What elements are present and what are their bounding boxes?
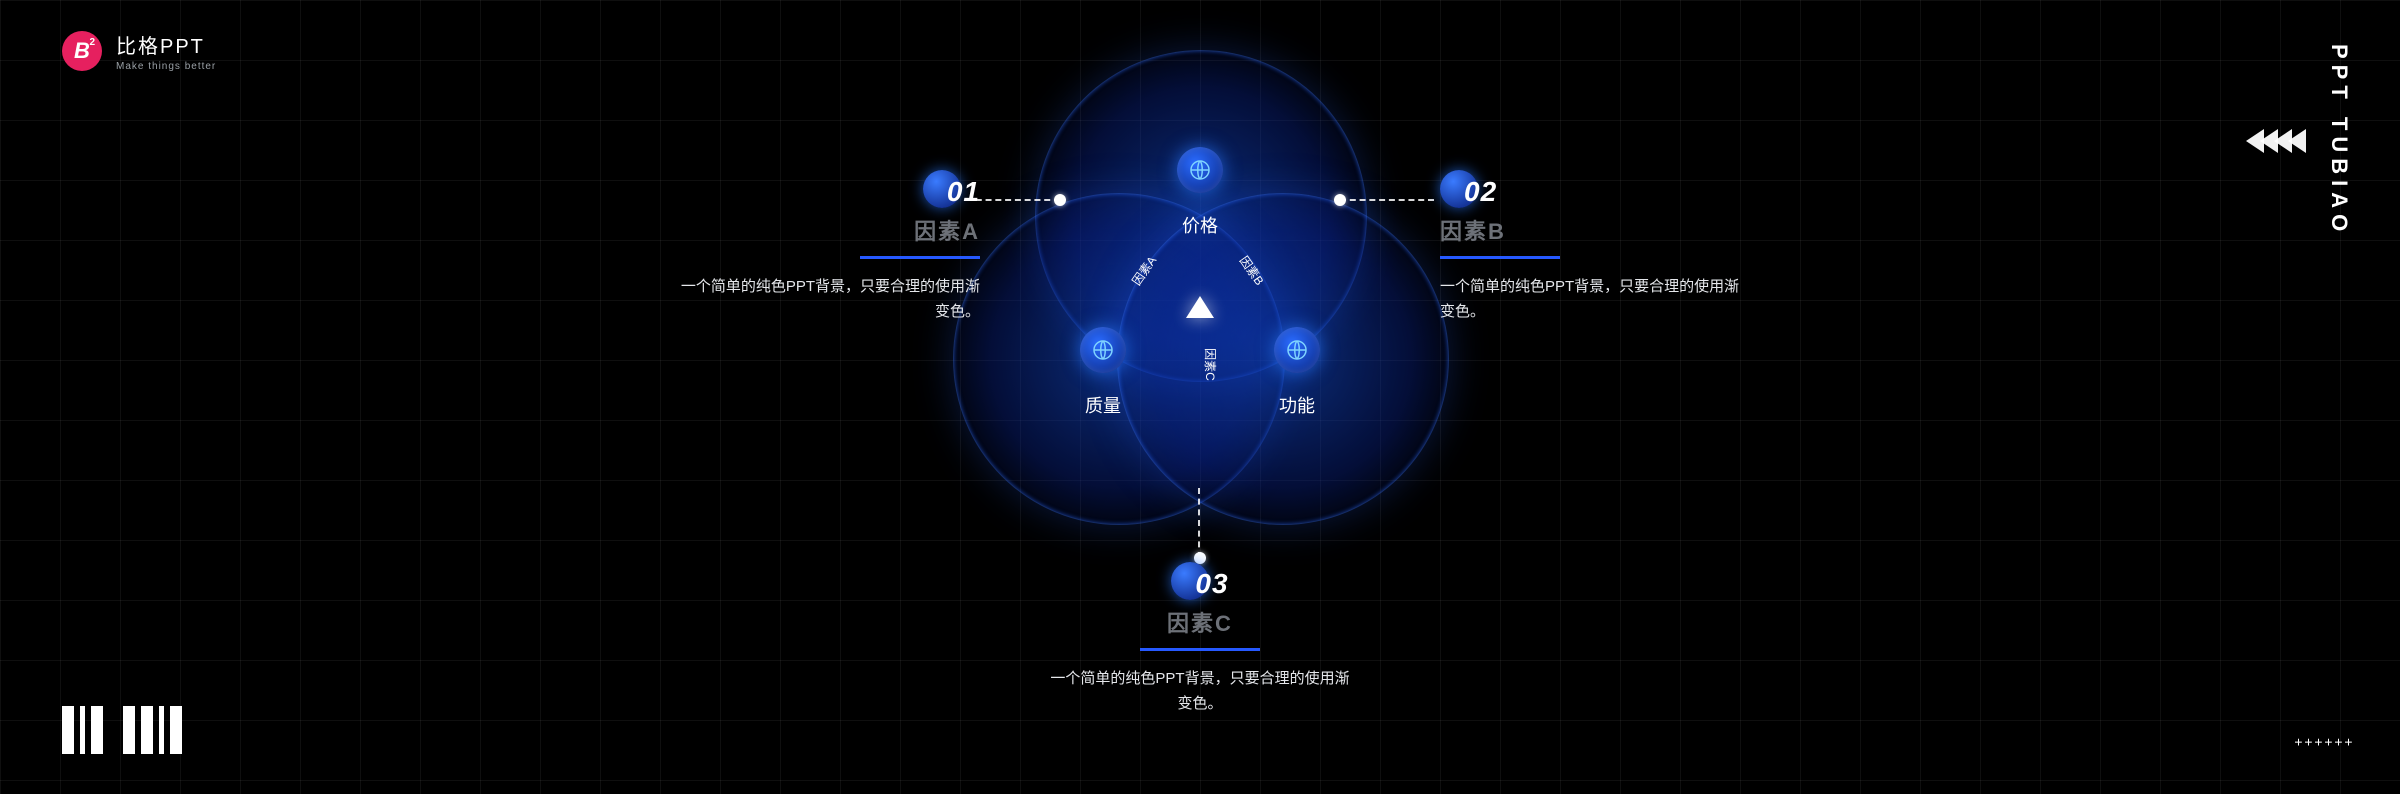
venn-node-top-icon — [1177, 147, 1223, 193]
globe-icon — [1188, 158, 1212, 182]
callout-a-number: 01 — [947, 176, 980, 208]
venn-node-left-icon — [1080, 327, 1126, 373]
callout-c-desc: 一个简单的纯色PPT背景，只要合理的使用渐变色。 — [1050, 667, 1350, 717]
callout-a-rule — [860, 256, 980, 259]
callout-b: 02 因素B 一个简单的纯色PPT背景，只要合理的使用渐变色。 — [1440, 170, 1760, 325]
brand-text: 比格PPT Make things better — [116, 30, 216, 72]
brand-badge-letter: B — [74, 38, 90, 64]
brand-name-cn: 比格PPT — [116, 30, 216, 59]
arrow-row-icon — [2246, 129, 2302, 153]
center-triangle-icon — [1186, 296, 1214, 318]
callout-b-number: 02 — [1464, 176, 1497, 208]
brand-name-en: Make things better — [116, 61, 216, 72]
callout-c-number: 03 — [1195, 568, 1228, 600]
callout-b-rule — [1440, 256, 1560, 259]
callout-c-rule — [1140, 648, 1260, 651]
callout-c-title: 因素C — [1040, 606, 1360, 638]
connector-line-b — [1340, 199, 1434, 201]
venn-node-left-label: 质量 — [1085, 392, 1121, 418]
venn-node-top-label: 价格 — [1182, 212, 1218, 238]
venn-node-right-label: 功能 — [1279, 392, 1315, 418]
barcode-ornament-icon — [62, 706, 182, 754]
brand-logo: B 2 比格PPT Make things better — [62, 30, 216, 72]
connector-line-a — [966, 199, 1060, 201]
callout-b-title: 因素B — [1440, 214, 1760, 246]
callout-b-desc: 一个简单的纯色PPT背景，只要合理的使用渐变色。 — [1440, 275, 1740, 325]
venn-diagram: 价格 质量 功能 因素A 因素B 因素C 01 因素A 一个简单的纯色PPT背景… — [600, 0, 1800, 794]
brand-badge: B 2 — [62, 31, 102, 71]
right-rail: PPT TUBIAO — [2246, 44, 2352, 237]
callout-a-title: 因素A — [660, 214, 980, 246]
plus-ornament-icon: ++++++ — [2294, 738, 2354, 746]
venn-node-right-icon — [1274, 327, 1320, 373]
side-vertical-label: PPT TUBIAO — [2326, 44, 2352, 237]
callout-c: 03 因素C 一个简单的纯色PPT背景，只要合理的使用渐变色。 — [1040, 562, 1360, 717]
overlap-label-c: 因素C — [1202, 348, 1219, 381]
callout-a: 01 因素A 一个简单的纯色PPT背景，只要合理的使用渐变色。 — [660, 170, 980, 325]
connector-line-c — [1198, 488, 1200, 558]
globe-icon — [1091, 338, 1115, 362]
globe-icon — [1285, 338, 1309, 362]
callout-a-desc: 一个简单的纯色PPT背景，只要合理的使用渐变色。 — [680, 275, 980, 325]
brand-badge-sup: 2 — [89, 37, 95, 48]
